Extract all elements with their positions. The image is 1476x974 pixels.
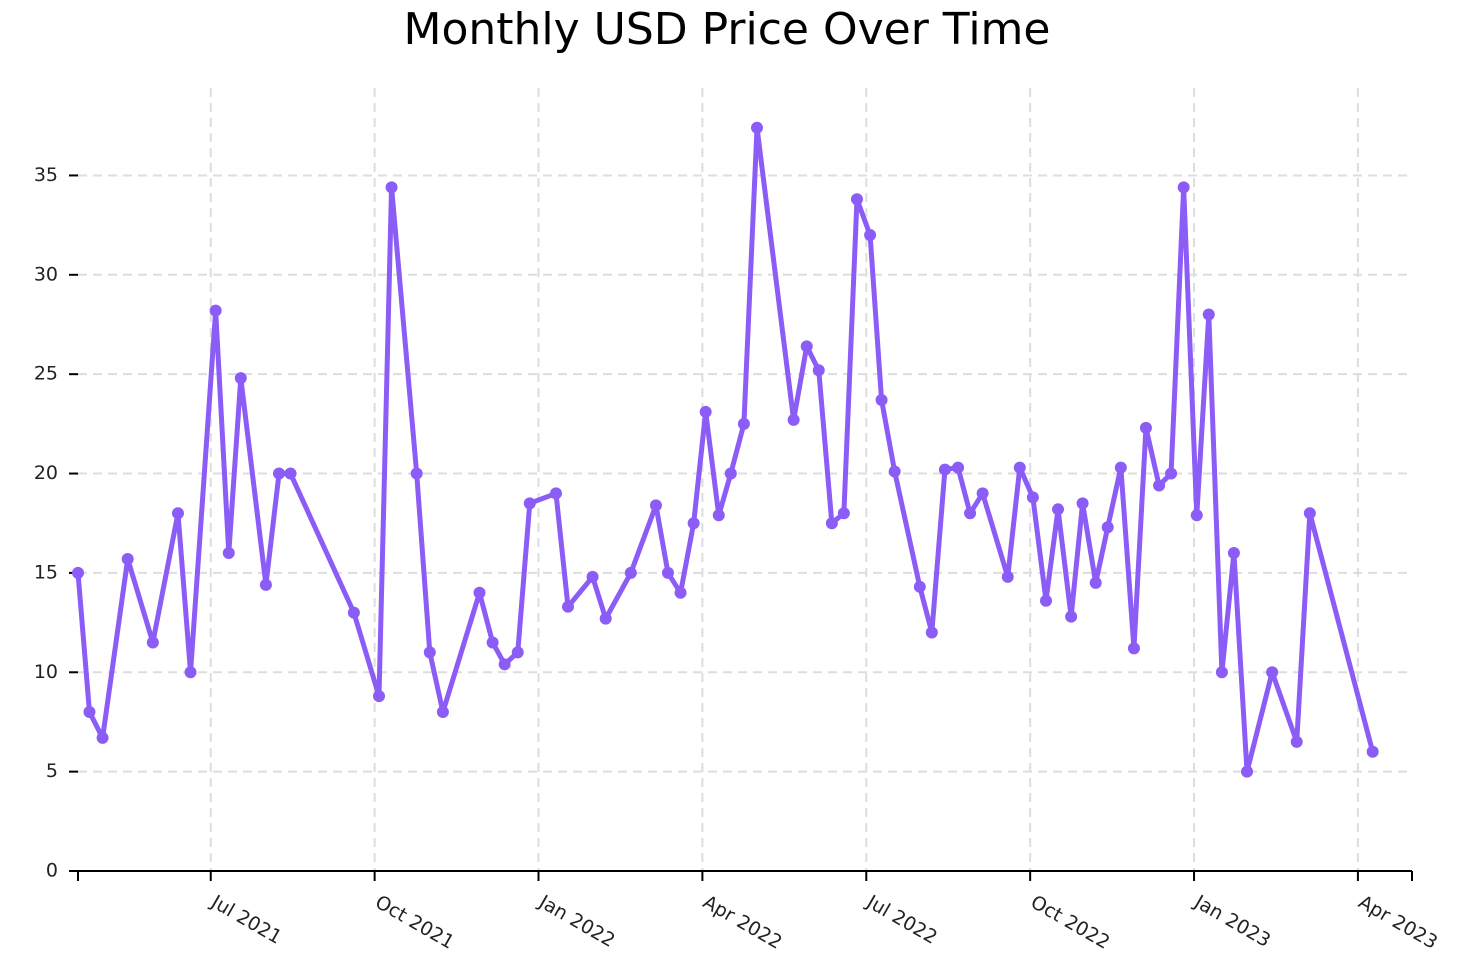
point [410,467,423,480]
point [83,706,96,719]
point [473,586,486,599]
point [171,507,184,520]
point [1089,576,1102,589]
x-tick-label: Jul 2022 [862,891,941,949]
point [599,612,612,625]
x-tick-label: Jan 2022 [534,891,618,952]
point [586,570,599,583]
point [800,340,813,353]
point [1190,509,1203,522]
point [1153,479,1166,492]
point [1114,461,1127,474]
point [850,193,863,206]
y-tick-label: 5 [46,760,58,782]
point [751,121,764,134]
point [938,463,951,476]
point [372,690,385,703]
x-tick-label: Jul 2021 [207,891,286,949]
y-tick-label: 25 [34,363,58,385]
point [486,636,499,649]
point [1127,642,1140,655]
point [423,646,436,659]
point [737,417,750,430]
point [284,467,297,480]
point [1139,421,1152,434]
point [562,600,575,613]
point [1303,507,1316,520]
x-tick-label: Apr 2023 [1355,891,1442,954]
point [925,626,938,639]
point [184,666,197,679]
point [385,181,398,194]
y-tick-label: 10 [34,661,58,683]
y-tick-label: 0 [46,860,58,882]
chart-title: Monthly USD Price Over Time [404,4,1051,55]
point [222,547,235,560]
point [1052,503,1065,516]
point [1266,666,1279,679]
point [913,580,926,593]
point [712,509,725,522]
point [1001,570,1014,583]
point [1227,547,1240,560]
point [523,497,536,510]
point [511,646,524,659]
x-tick-label: Jan 2023 [1190,891,1274,952]
point [1076,497,1089,510]
point [1215,666,1228,679]
point [1290,735,1303,748]
point [661,566,674,579]
x-tick-label: Oct 2022 [1027,891,1114,954]
y-tick-label: 20 [34,462,58,484]
point [649,499,662,512]
point [1165,467,1178,480]
point [864,229,877,242]
point [674,586,687,599]
point [72,566,84,579]
point [1065,610,1078,623]
point [1026,491,1039,504]
point [259,578,272,591]
point [1202,308,1215,321]
point [825,517,838,530]
point [1241,765,1254,778]
point [624,566,637,579]
point [273,467,286,480]
x-tick-label: Oct 2021 [371,891,458,954]
point [724,467,737,480]
point [209,304,222,317]
point [1013,461,1026,474]
point [812,364,825,377]
point [549,487,562,500]
point [498,658,511,671]
point [687,517,700,530]
point [699,405,712,418]
point [1101,521,1114,534]
point [952,461,965,474]
point [121,552,134,565]
point [875,394,888,407]
point [1177,181,1190,194]
y-tick-label: 35 [34,164,58,186]
line [75,125,1376,775]
point [837,507,850,520]
point [888,465,901,478]
point [787,413,800,426]
point [146,636,159,649]
point [976,487,989,500]
point [96,731,109,744]
point [1366,745,1379,758]
point [347,606,360,619]
y-tick-label: 15 [34,561,58,583]
point [1039,594,1052,607]
point [964,507,977,520]
x-tick-label: Apr 2022 [699,891,786,954]
point [234,372,247,385]
y-tick-label: 30 [34,263,58,285]
point [436,706,449,719]
